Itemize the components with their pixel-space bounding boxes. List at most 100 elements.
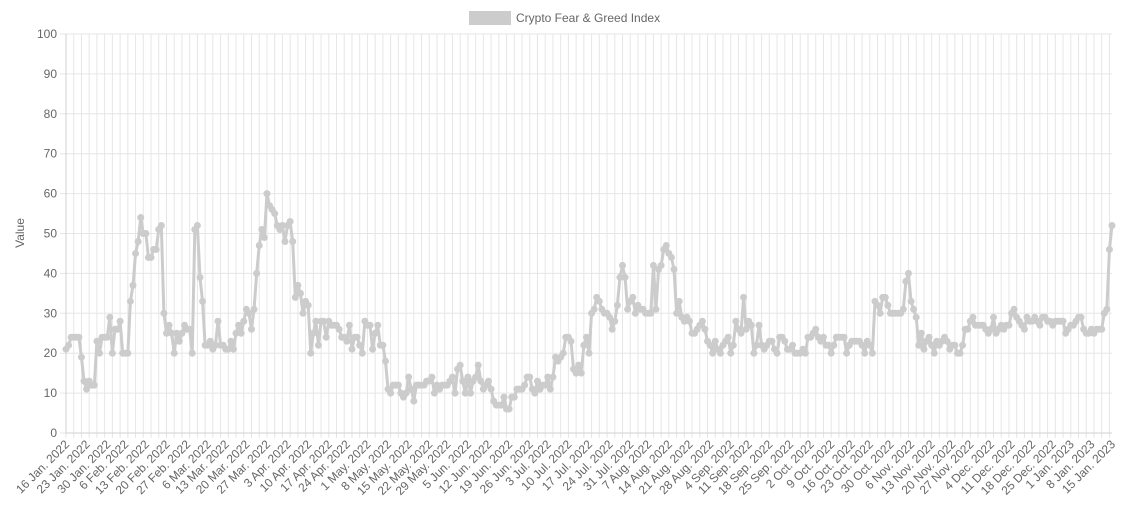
data-point[interactable] [497, 401, 505, 409]
data-point[interactable] [724, 333, 732, 341]
data-point[interactable] [1010, 305, 1018, 313]
data-point[interactable] [188, 349, 196, 357]
data-point[interactable] [1077, 313, 1085, 321]
data-point[interactable] [229, 345, 237, 353]
data-point[interactable] [263, 190, 271, 198]
data-point[interactable] [472, 373, 480, 381]
data-point[interactable] [546, 385, 554, 393]
data-point[interactable] [711, 337, 719, 345]
data-point[interactable] [356, 341, 364, 349]
data-point[interactable] [964, 325, 972, 333]
data-point[interactable] [379, 341, 387, 349]
data-point[interactable] [459, 377, 467, 385]
data-point[interactable] [487, 385, 495, 393]
data-point[interactable] [912, 313, 920, 321]
data-point[interactable] [884, 301, 892, 309]
data-point[interactable] [801, 349, 809, 357]
data-point[interactable] [673, 309, 681, 317]
data-point[interactable] [93, 337, 101, 345]
data-point[interactable] [147, 253, 155, 261]
data-point[interactable] [956, 349, 964, 357]
data-point[interactable] [969, 313, 977, 321]
data-point[interactable] [348, 345, 356, 353]
data-point[interactable] [152, 245, 160, 253]
data-point[interactable] [606, 313, 614, 321]
data-point[interactable] [861, 349, 869, 357]
data-point[interactable] [157, 222, 165, 230]
data-point[interactable] [227, 337, 235, 345]
data-point[interactable] [253, 269, 261, 277]
data-point[interactable] [248, 325, 255, 333]
data-point[interactable] [840, 333, 848, 341]
data-point[interactable] [989, 313, 997, 321]
legend[interactable]: Crypto Fear & Greed Index [469, 11, 660, 25]
data-point[interactable] [541, 381, 549, 389]
data-point[interactable] [286, 218, 294, 226]
data-point[interactable] [1020, 325, 1028, 333]
data-point[interactable] [902, 277, 910, 285]
data-point[interactable] [1098, 325, 1106, 333]
data-point[interactable] [874, 301, 882, 309]
data-point[interactable] [781, 337, 789, 345]
data-point[interactable] [296, 289, 304, 297]
data-point[interactable] [876, 309, 884, 317]
data-point[interactable] [1036, 321, 1044, 329]
data-point[interactable] [910, 305, 918, 313]
data-point[interactable] [335, 325, 343, 333]
data-point[interactable] [915, 341, 923, 349]
data-point[interactable] [371, 329, 379, 337]
data-point[interactable] [430, 389, 438, 397]
data-point[interactable] [585, 349, 593, 357]
data-point[interactable] [611, 317, 619, 325]
data-point[interactable] [245, 309, 253, 317]
data-point[interactable] [624, 305, 632, 313]
data-point[interactable] [369, 345, 377, 353]
data-point[interactable] [773, 349, 781, 357]
data-point[interactable] [987, 325, 995, 333]
data-point[interactable] [662, 241, 670, 249]
data-point[interactable] [613, 301, 621, 309]
data-point[interactable] [129, 281, 137, 289]
data-point[interactable] [928, 341, 936, 349]
data-point[interactable] [920, 345, 928, 353]
data-point[interactable] [250, 305, 258, 313]
data-point[interactable] [178, 329, 186, 337]
data-point[interactable] [114, 325, 122, 333]
data-point[interactable] [235, 321, 243, 329]
data-point[interactable] [474, 361, 482, 369]
data-point[interactable] [366, 321, 374, 329]
data-point[interactable] [291, 293, 299, 301]
data-point[interactable] [134, 237, 142, 245]
data-point[interactable] [214, 317, 222, 325]
data-point[interactable] [237, 329, 245, 337]
data-point[interactable] [116, 317, 124, 325]
data-point[interactable] [456, 361, 464, 369]
data-point[interactable] [485, 377, 493, 385]
data-point[interactable] [732, 317, 740, 325]
data-point[interactable] [631, 309, 639, 317]
data-point[interactable] [175, 337, 183, 345]
data-point[interactable] [464, 373, 472, 381]
data-point[interactable] [858, 341, 866, 349]
data-point[interactable] [142, 230, 150, 237]
data-point[interactable] [428, 373, 436, 381]
data-point[interactable] [698, 317, 706, 325]
data-point[interactable] [65, 341, 73, 349]
data-point[interactable] [1108, 222, 1116, 230]
data-point[interactable] [618, 261, 626, 269]
data-point[interactable] [477, 377, 485, 385]
data-point[interactable] [106, 313, 114, 321]
data-point[interactable] [652, 305, 660, 313]
data-point[interactable] [500, 393, 508, 401]
data-point[interactable] [868, 349, 876, 357]
data-point[interactable] [510, 393, 518, 401]
data-point[interactable] [716, 349, 724, 357]
data-point[interactable] [951, 341, 959, 349]
data-point[interactable] [307, 349, 315, 357]
data-point[interactable] [750, 349, 758, 357]
data-point[interactable] [706, 341, 714, 349]
data-point[interactable] [402, 389, 410, 397]
data-point[interactable] [343, 337, 351, 345]
data-point[interactable] [559, 349, 567, 357]
data-point[interactable] [132, 249, 140, 257]
